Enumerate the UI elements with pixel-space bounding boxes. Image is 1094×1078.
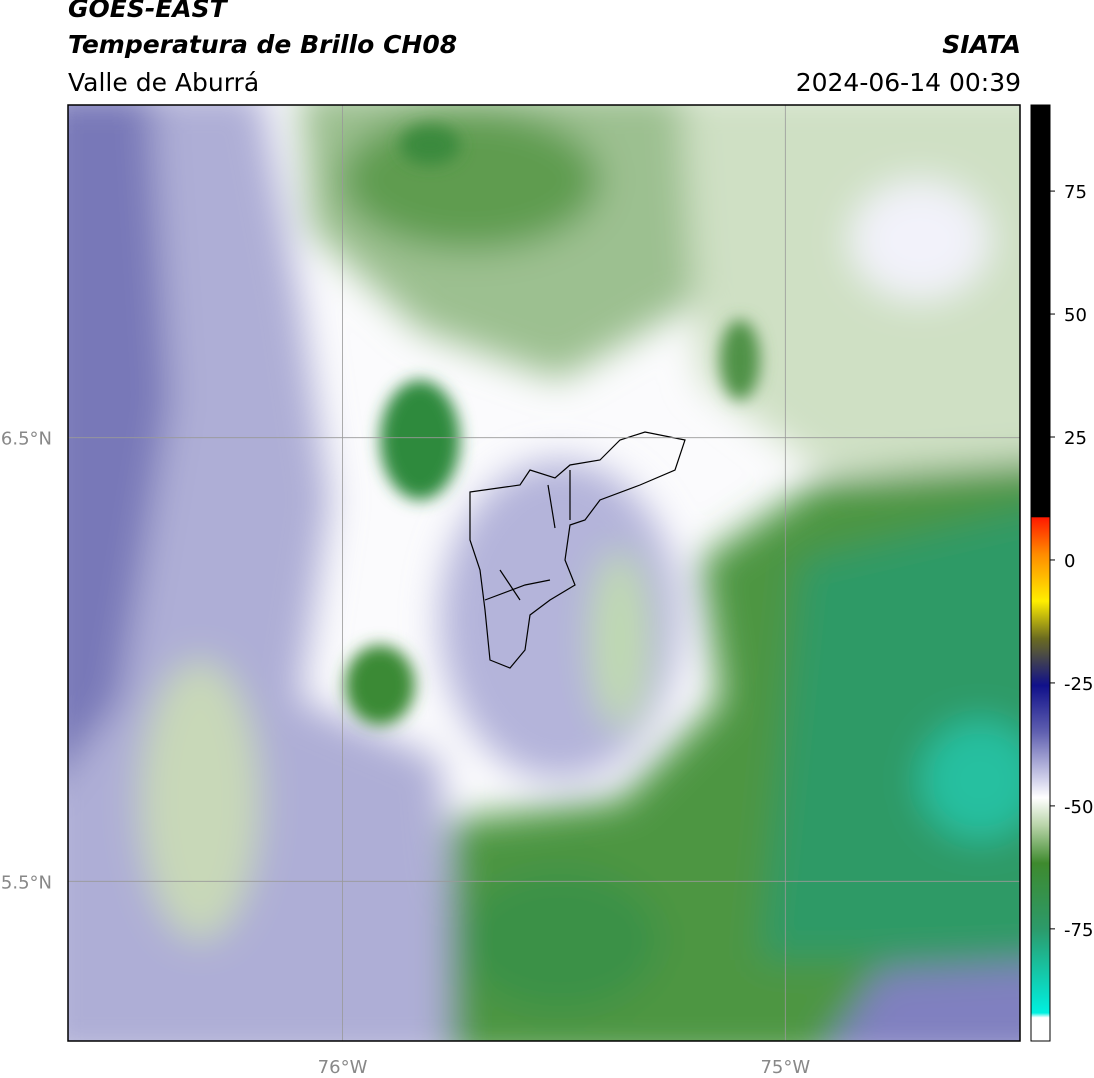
colorbar-tick-label: 50: [1064, 305, 1087, 326]
region-label: Valle de Aburrá: [68, 68, 260, 97]
colorbar-tick-label: 75: [1064, 182, 1087, 203]
satellite-image: [68, 105, 1020, 1041]
colorbar: [1030, 104, 1051, 1042]
colorbar-tick-label: 0: [1064, 551, 1075, 572]
satellite-title: GOES-EAST: [68, 0, 227, 23]
lat-tick-label: 6.5°N: [1, 429, 52, 450]
basin-outline: [469, 431, 686, 669]
product-title: Temperatura de Brillo CH08: [68, 30, 458, 59]
colorbar-tick-label: -50: [1064, 797, 1093, 818]
lon-tick-label: 76°W: [318, 1057, 368, 1078]
lat-tick-label: 5.5°N: [1, 872, 52, 893]
colorbar-tick-label: -75: [1064, 920, 1093, 941]
map-frame: [67, 104, 1021, 1042]
lon-tick-label: 75°W: [760, 1057, 810, 1078]
colorbar-tick-label: 25: [1064, 428, 1087, 449]
colorbar-tick-label: -25: [1064, 674, 1093, 695]
datetime-label: 2024-06-14 00:39: [795, 68, 1021, 97]
source-label: SIATA: [942, 30, 1021, 59]
